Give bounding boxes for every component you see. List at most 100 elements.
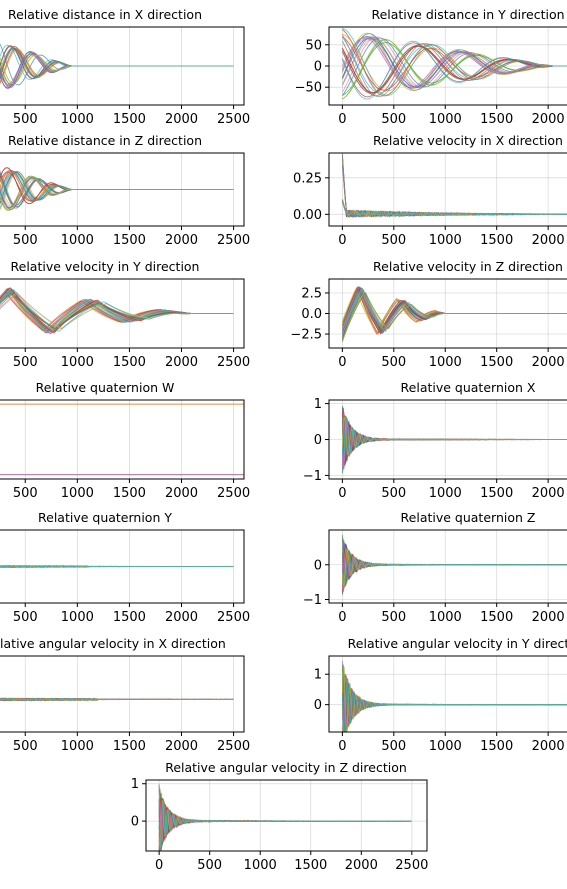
x-tick-label: 2500 [217, 739, 250, 754]
series-line [0, 176, 234, 211]
series-line [0, 176, 234, 206]
series-line [342, 412, 567, 458]
y-tick-label: 0.25 [293, 171, 322, 186]
series-line [158, 791, 412, 843]
series-line [342, 416, 567, 474]
series-line [158, 791, 412, 843]
x-tick-label: 500 [381, 233, 406, 248]
series-line [158, 798, 412, 851]
series-line [342, 420, 567, 465]
series-line [342, 544, 567, 594]
x-tick-label: 1000 [429, 112, 462, 127]
series-line [342, 287, 567, 335]
x-tick-label: 2000 [532, 355, 565, 370]
x-tick-label: 1000 [429, 355, 462, 370]
y-tick-label: 2.5 [301, 286, 322, 301]
series-line [342, 550, 567, 587]
plot-frame [0, 529, 245, 604]
plot-frame [0, 655, 245, 733]
x-tick-label: 2000 [532, 112, 565, 127]
series-line [342, 537, 567, 584]
series-line [342, 545, 567, 594]
x-tick-label: 1500 [113, 739, 146, 754]
series-line [158, 792, 412, 851]
series-line [342, 672, 567, 730]
series-line [342, 545, 567, 584]
series-line [158, 791, 412, 845]
y-tick-label: 0.00 [293, 208, 322, 223]
series-line [0, 172, 234, 209]
x-tick-label: 1500 [480, 233, 513, 248]
series-line [342, 418, 567, 466]
series-line [0, 51, 234, 89]
y-tick-label: 0 [314, 433, 322, 448]
x-tick-label: 1000 [61, 233, 94, 248]
chart-title: Relative quaternion W [36, 380, 175, 395]
series-line [342, 407, 567, 462]
series-line [342, 660, 567, 732]
chart-title: Relative distance in Z direction [8, 133, 202, 148]
chart-title: Relative velocity in Z direction [373, 259, 563, 274]
series-line [0, 170, 234, 209]
series-line [0, 171, 234, 205]
y-tick-label: −1 [303, 593, 322, 608]
series-line [342, 549, 567, 589]
x-tick-label: 1000 [244, 858, 277, 873]
series-line [158, 794, 412, 842]
series-line [342, 534, 567, 587]
series-line [158, 800, 412, 847]
x-tick-label: 2000 [532, 739, 565, 754]
series-line [342, 665, 567, 732]
series-line [342, 419, 567, 469]
series-line [342, 419, 567, 468]
subplot-10: 0 500 1000 1500 2000 0 −1 Relative quaternion Z [303, 510, 567, 625]
x-tick-label: 1500 [113, 233, 146, 248]
series-line [0, 175, 234, 211]
series-line [342, 542, 567, 581]
series-line [0, 48, 234, 78]
series-line [342, 671, 567, 729]
x-tick-label: 2500 [217, 112, 250, 127]
chart-title: Relative angular velocity in Z direction [165, 760, 407, 775]
series-line [0, 170, 234, 202]
series-line [0, 51, 234, 89]
x-tick-label: 1000 [429, 610, 462, 625]
x-tick-label: 2500 [217, 355, 250, 370]
subplot-9: 500 1000 1500 2000 2500 Relative quaternion Y [0, 510, 250, 625]
traces [342, 660, 567, 732]
x-tick-label: 500 [381, 486, 406, 501]
series-line [343, 680, 567, 732]
series-line [342, 417, 567, 471]
series-line [342, 416, 567, 470]
series-line [0, 171, 234, 205]
x-tick-label: 0 [338, 233, 346, 248]
series-line [0, 47, 234, 85]
series-line [342, 678, 567, 732]
x-tick-label: 500 [381, 610, 406, 625]
chart-title: Relative distance in Y direction [371, 7, 564, 22]
series-line [158, 802, 412, 848]
series-line [0, 50, 234, 90]
x-tick-label: 0 [338, 112, 346, 127]
x-tick-label: 2500 [217, 486, 250, 501]
x-tick-label: 1000 [61, 112, 94, 127]
y-tick-label: 0 [314, 60, 322, 75]
series-line [342, 666, 567, 732]
subplot-3: 500 1000 1500 2000 2500 Relative distance in … [0, 133, 250, 248]
x-tick-label: 500 [13, 233, 38, 248]
traces [342, 406, 567, 474]
x-tick-label: 2000 [165, 739, 198, 754]
x-tick-label: 2000 [345, 858, 378, 873]
x-tick-label: 1500 [113, 112, 146, 127]
grid [329, 656, 567, 732]
chart-title: Relative angular velocity in Y direction [348, 636, 567, 651]
series-line [158, 791, 412, 844]
series-line [342, 665, 567, 732]
traces [342, 286, 567, 343]
traces [0, 403, 244, 476]
series-line [342, 667, 567, 732]
series-line [158, 790, 412, 843]
y-tick-label: 50 [305, 38, 322, 53]
series-line [342, 670, 567, 730]
series-line [342, 550, 567, 586]
